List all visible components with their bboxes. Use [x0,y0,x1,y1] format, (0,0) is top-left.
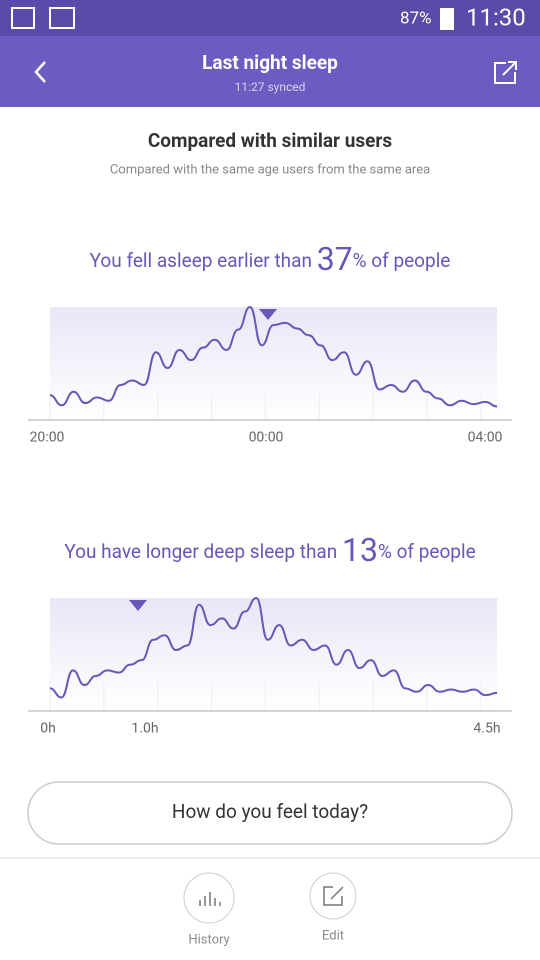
feel-button-label[interactable]: How do you feel today? [172,800,368,823]
app-bar [0,36,540,107]
plot-background [50,307,497,420]
battery: 87% [400,8,432,28]
headline-text: % of people [353,249,451,272]
headline-text: You have longer deep sleep than [64,540,342,563]
sleep-curve [49,305,498,408]
status-bar [0,0,540,36]
x-tick-label: 20:00 [30,430,65,446]
status-icon [49,7,75,29]
x-tick-label: 1.0h [131,721,158,737]
history-button[interactable] [183,872,235,924]
sleep-curve [49,596,498,699]
x-tick-label: 0h [40,721,56,737]
user-marker [129,600,147,611]
section-title: Compared with similar users [148,129,392,152]
user-marker [259,309,277,320]
battery-icon [440,8,454,30]
back-button[interactable] [34,61,46,83]
feel-button[interactable] [27,781,513,845]
history-label[interactable]: History [188,932,229,947]
share-button[interactable] [494,61,517,84]
title: Last night sleep [202,51,338,74]
headline-percent: 13 [342,531,378,569]
status-icon [11,7,35,29]
clock: 11:30 [466,3,526,31]
x-tick-label: 00:00 [249,430,284,446]
x-tick-label: 04:00 [468,430,503,446]
plot-background [50,598,497,711]
history-icon [199,892,221,906]
comparison-headline: You have longer deep sleep than 13% of p… [64,531,475,569]
edit-icon [323,886,344,906]
comparison-headline: You fell asleep earlier than 37% of peop… [90,240,451,278]
headline-text: You fell asleep earlier than [90,249,317,272]
headline-percent: 37 [317,240,353,278]
x-tick-label: 4.5h [473,721,500,737]
edit-label[interactable]: Edit [322,928,344,943]
subtitle: 11:27 synced [235,80,306,94]
headline-text: % of people [378,540,476,563]
section-subtitle: Compared with the same age users from th… [110,162,430,177]
